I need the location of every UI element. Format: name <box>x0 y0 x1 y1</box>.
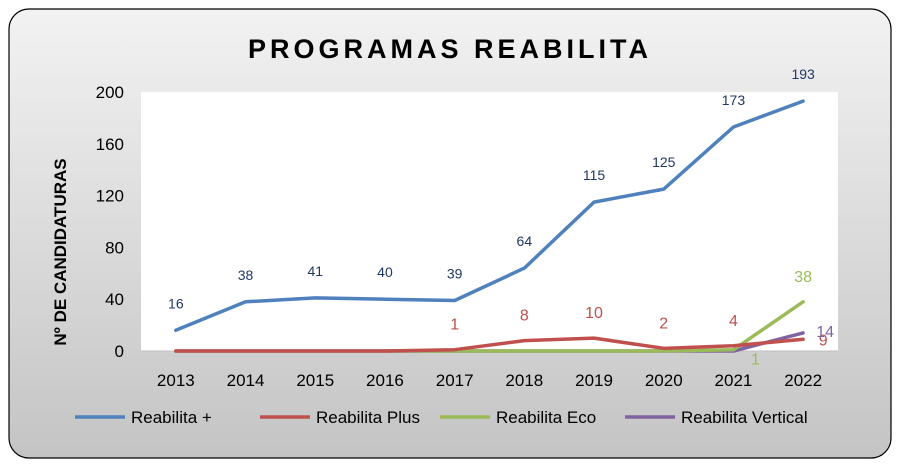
x-tick-label: 2013 <box>157 371 195 390</box>
data-label: 193 <box>791 66 815 82</box>
x-tick-label: 2018 <box>505 371 543 390</box>
x-tick-label: 2017 <box>436 371 474 390</box>
data-label: 10 <box>585 305 603 322</box>
data-label: 40 <box>377 264 393 280</box>
x-tick-label: 2021 <box>715 371 753 390</box>
x-tick-label: 2015 <box>296 371 334 390</box>
data-label: 8 <box>520 308 529 325</box>
x-tick-label: 2020 <box>645 371 683 390</box>
legend-label: Reabilita Eco <box>496 408 596 427</box>
data-label: 115 <box>583 167 606 183</box>
data-label: 9 <box>819 332 828 349</box>
data-label: 125 <box>652 154 676 170</box>
series-line-reabilita <box>174 99 805 333</box>
data-label: 64 <box>517 233 533 249</box>
y-tick-label: 80 <box>105 238 124 257</box>
data-label: 41 <box>307 263 323 279</box>
y-tick-label: 120 <box>96 187 124 206</box>
legend-label: Reabilita + <box>131 408 212 427</box>
series-line-reabilita-plus <box>174 336 805 353</box>
y-tick-label: 0 <box>115 342 124 361</box>
x-tick-label: 2016 <box>366 371 404 390</box>
data-label: 2 <box>659 315 668 332</box>
chart-title: PROGRAMAS REABILITA <box>248 34 652 64</box>
y-tick-label: 160 <box>96 135 124 154</box>
data-label: 1 <box>751 352 760 369</box>
x-tick-label: 2019 <box>575 371 613 390</box>
x-tick-label: 2022 <box>784 371 822 390</box>
data-label: 4 <box>729 313 738 330</box>
y-axis-label: Nº DE CANDIDATURAS <box>51 158 70 345</box>
data-label: 38 <box>794 269 812 286</box>
data-label: 1 <box>450 317 459 334</box>
data-label: 173 <box>722 92 746 108</box>
y-tick-label: 200 <box>96 83 124 102</box>
legend-label: Reabilita Plus <box>316 408 420 427</box>
data-label: 38 <box>238 267 254 283</box>
y-tick-label: 40 <box>105 290 124 309</box>
data-label: 39 <box>447 265 463 281</box>
data-label: 14 <box>816 324 834 341</box>
x-tick-label: 2014 <box>227 371 265 390</box>
data-label: 16 <box>168 295 184 311</box>
legend-label: Reabilita Vertical <box>681 408 808 427</box>
